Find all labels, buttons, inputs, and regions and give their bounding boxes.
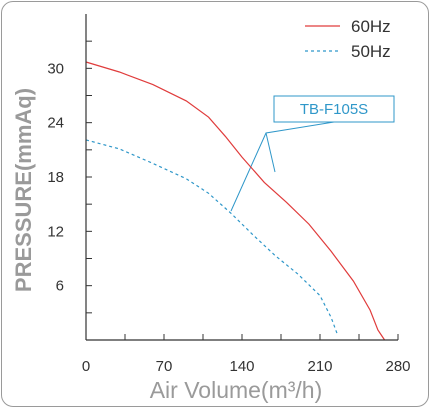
series-layer xyxy=(85,61,386,341)
annotation-leader-60hz xyxy=(265,132,276,173)
series-line-50Hz xyxy=(85,139,339,336)
y-tick-label: 18 xyxy=(47,169,64,186)
x-tick-label: 70 xyxy=(156,358,173,375)
y-tick-label: 24 xyxy=(47,115,64,132)
ticks: 0 70 140 210 280 6 12 18 24 30 xyxy=(47,40,411,375)
annotation-leader-50hz xyxy=(230,121,335,212)
legend: 60Hz 50Hz xyxy=(305,17,391,61)
x-tick-label: 0 xyxy=(82,358,90,375)
y-tick-label: 12 xyxy=(47,223,64,240)
annotation: TB-F105S xyxy=(230,95,395,212)
legend-label-60Hz: 60Hz xyxy=(351,17,391,36)
x-tick-label: 280 xyxy=(385,358,410,375)
y-axis-label: PRESSURE(mmAq) xyxy=(11,88,36,292)
annotation-box xyxy=(273,95,395,123)
series-line-60Hz xyxy=(85,61,386,341)
axes xyxy=(85,14,398,341)
y-tick-label: 30 xyxy=(47,60,64,77)
legend-label-50Hz: 50Hz xyxy=(351,42,391,61)
y-tick-label: 6 xyxy=(56,278,64,295)
annotation-label: TB-F105S xyxy=(300,101,368,118)
x-axis-label: Air Volume(m³/h) xyxy=(150,377,323,403)
x-tick-label: 140 xyxy=(229,358,254,375)
x-tick-label: 210 xyxy=(307,358,332,375)
